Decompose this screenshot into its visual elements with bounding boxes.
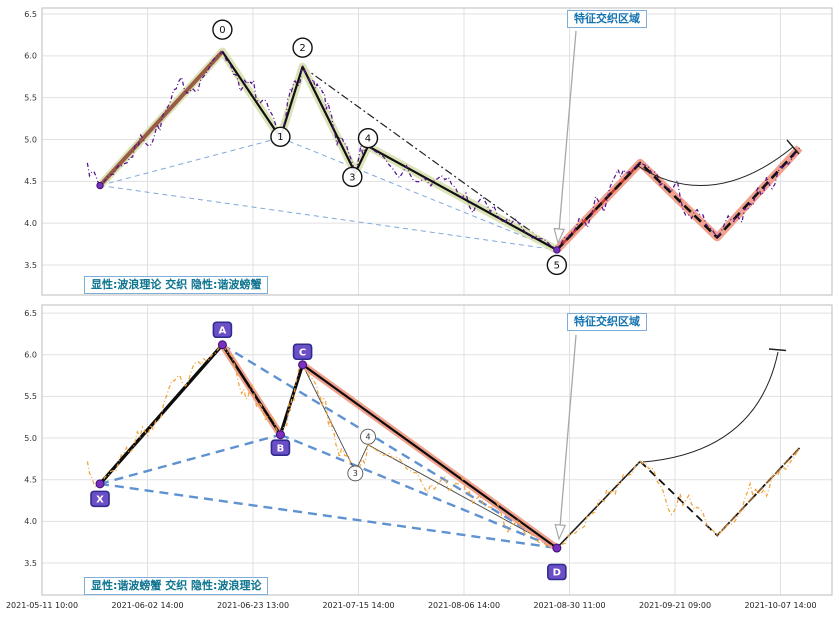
wave-label-circle (212, 19, 233, 40)
x-tick-label: 2021-06-02 14:00 (111, 601, 183, 610)
y-tick-label: 5.0 (24, 434, 37, 443)
wave-label-circle (546, 254, 568, 276)
wave-label-circle (342, 166, 363, 188)
wave-label-circle (270, 126, 291, 148)
forecast-dashed-line (555, 147, 801, 251)
hidden-wave-label: 3 (353, 469, 358, 478)
legend-caption-top: 显性:波浪理论 交织 隐性:谐波螃蟹 (84, 276, 269, 295)
arc-end-cap-bottom (768, 348, 787, 352)
guide-line-blue (280, 137, 557, 251)
harmonic-marker-box (270, 439, 291, 457)
harmonic-marker-box (90, 490, 110, 508)
wave-label-circle (357, 127, 379, 149)
harmonic-point-dot (552, 543, 562, 553)
impulse-decline-line (221, 50, 558, 251)
harmonic-marker-label: C (299, 347, 306, 358)
harmonic-marker-box (212, 321, 233, 339)
harmonic-marker-label: X (96, 494, 104, 505)
guide-line-blue (99, 185, 557, 251)
point-dot (553, 246, 561, 254)
feature-zone-badge-top: 特征交织区域 (567, 10, 647, 29)
guide-line-blue (99, 137, 281, 186)
x-tick-label: 2021-10-07 14:00 (744, 601, 816, 610)
hidden-wave-label: 4 (365, 433, 370, 442)
y-tick-label: 5.5 (24, 93, 37, 102)
harmonic-guide-line (279, 433, 558, 550)
convergence-arc-bottom (642, 351, 779, 463)
harmonic-point-dot (217, 340, 227, 350)
harmonic-marker-label: A (219, 325, 227, 336)
badge-arrowhead (553, 227, 566, 245)
x-tick-label: 2021-06-23 13:00 (217, 601, 289, 610)
post-d-rise-line (556, 460, 641, 549)
wave-label: 2 (299, 43, 305, 54)
impulse-rise-line (98, 50, 224, 187)
price-line-bottom (86, 343, 801, 549)
feature-zone-badge-bottom: 特征交织区域 (567, 313, 647, 332)
badge-arrow-shaft (558, 30, 577, 230)
post-d-brown-dashed-line (716, 447, 801, 537)
harmonic-point-dot (95, 479, 105, 489)
harmonic-point-dot (298, 360, 308, 370)
wave-label: 3 (349, 172, 355, 183)
wave-label-circle (292, 37, 313, 58)
y-tick-label: 4.0 (24, 219, 37, 228)
x-tick-label: 2021-05-11 10:00 (6, 601, 78, 610)
x-tick-label: 2021-09-21 09:00 (639, 601, 711, 610)
price-line-top (86, 50, 800, 251)
trendline-dashdot (302, 66, 558, 251)
badge-arrow-shaft-bottom (559, 334, 577, 526)
y-tick-label: 4.5 (24, 476, 37, 485)
wave-label: 0 (219, 25, 225, 36)
harmonic-point-dot (275, 430, 285, 440)
convergence-arc (637, 146, 794, 187)
badge-arrowhead-bottom (554, 523, 567, 541)
harmonic-guide-line (221, 343, 558, 550)
legend-caption-bottom: 显性:谐波螃蟹 交织 隐性:波浪理论 (84, 577, 269, 596)
y-tick-label: 6.5 (24, 10, 37, 19)
harmonic-leg-CD (301, 363, 558, 549)
y-tick-label: 5.0 (24, 135, 37, 144)
x-tick-label: 2021-08-30 11:00 (533, 601, 605, 610)
wave-label: 4 (365, 134, 371, 145)
y-tick-label: 6.0 (24, 351, 37, 360)
hidden-wave-circle (360, 428, 376, 445)
arc-end-cap (786, 139, 800, 155)
y-tick-label: 6.0 (24, 52, 37, 61)
panel-bg-bottom (42, 305, 832, 595)
wave-label: 1 (277, 132, 283, 143)
wave-label: 5 (554, 260, 560, 271)
harmonic-marker-label: B (277, 443, 285, 454)
hidden-wave-circle (347, 465, 364, 482)
panel-border-top (41, 7, 833, 296)
y-tick-label: 4.0 (24, 517, 37, 526)
harmonic-marker-box (292, 343, 313, 361)
y-tick-label: 5.5 (24, 392, 37, 401)
harmonic-leg-AB (221, 344, 282, 436)
x-tick-label: 2021-08-06 14:00 (428, 601, 500, 610)
panel-bg-top (42, 8, 832, 295)
harmonic-marker-box (547, 563, 567, 581)
y-tick-label: 3.5 (24, 559, 37, 568)
harmonic-marker-label: D (553, 568, 561, 579)
point-dot (96, 181, 104, 190)
x-tick-label: 2021-07-15 14:00 (322, 601, 394, 610)
y-tick-label: 6.5 (24, 309, 37, 318)
harmonic-guide-line (99, 482, 557, 550)
panel-border-bottom (41, 304, 833, 596)
y-tick-label: 4.5 (24, 177, 37, 186)
harmonic-guide-line (99, 433, 281, 486)
y-tick-label: 3.5 (24, 261, 37, 270)
hidden-wave-line (302, 364, 558, 549)
